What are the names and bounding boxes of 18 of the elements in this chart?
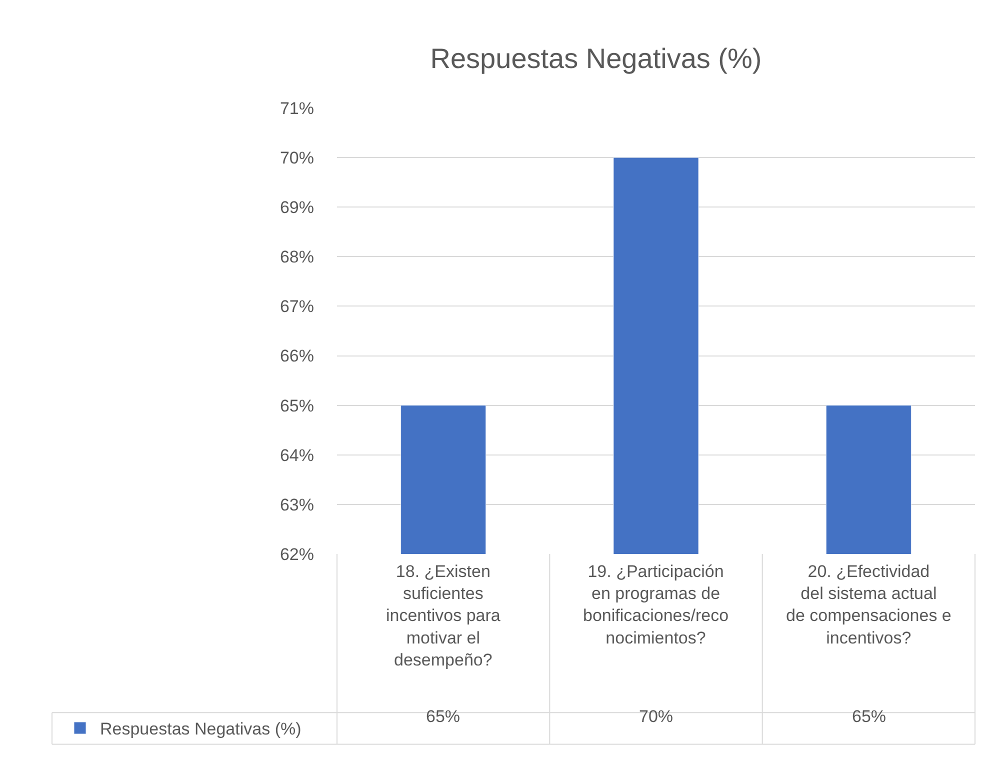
chart-title: Respuestas Negativas (%) [430,42,762,74]
y-tick-label: 63% [280,495,314,514]
y-tick-label: 65% [280,396,314,416]
y-tick-label: 68% [280,248,314,267]
x-tick-label: 18. ¿Existen suficientes incentivos para motivar el desempeño? [386,562,501,670]
data-label: 70% [639,707,674,726]
y-tick-label: 62% [280,544,314,564]
y-tick-label: 69% [280,198,314,218]
y-tick-label: 67% [280,297,314,316]
y-tick-label: 64% [280,446,314,465]
y-tick-label: 70% [280,148,314,168]
y-tick-label: 66% [280,346,314,366]
legend-label: Respuestas Negativas (%) [100,720,302,739]
y-tick-label: 71% [280,98,314,118]
x-tick-label: 19. ¿Participación en programas de bonificaciones/reconocimientos? [583,562,729,648]
data-label: 65% [852,707,886,726]
data-label: 65% [426,707,460,726]
x-tick-label: 20. ¿Efectividad del sistema actual de compensaciones e incentivos? [786,562,952,648]
